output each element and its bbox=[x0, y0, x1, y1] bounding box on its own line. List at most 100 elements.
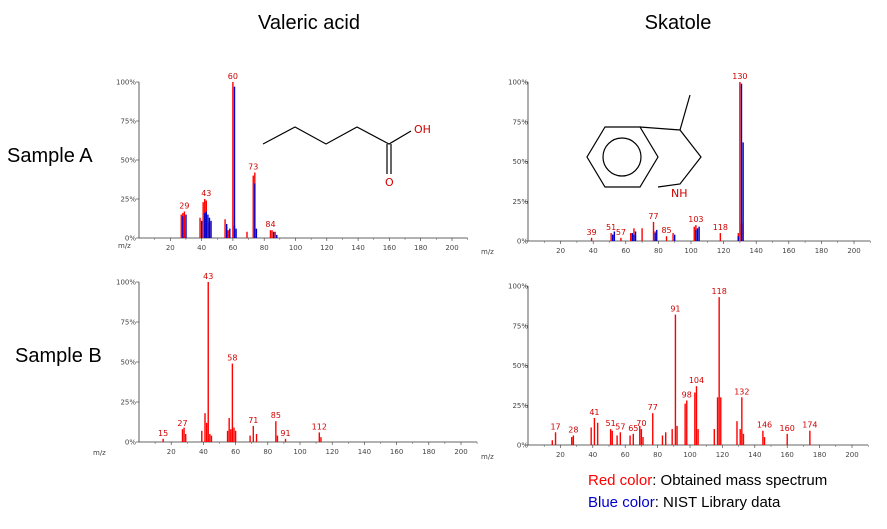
x-tick-label: 120 bbox=[320, 244, 333, 252]
peak-label: 71 bbox=[248, 416, 258, 425]
peak-label: 174 bbox=[802, 421, 817, 430]
x-tick-label: 160 bbox=[390, 448, 403, 456]
x-tick-label: 140 bbox=[351, 244, 364, 252]
y-tick-label: 0% bbox=[125, 235, 136, 243]
x-tick-label: 20 bbox=[556, 451, 565, 459]
y-tick-label: 75% bbox=[120, 118, 136, 126]
x-tick-label: 120 bbox=[716, 451, 729, 459]
x-tick-label: 100 bbox=[289, 244, 302, 252]
y-tick-label: 75% bbox=[512, 322, 528, 330]
peak-label: 91 bbox=[670, 305, 680, 314]
x-axis-label: m/z bbox=[481, 248, 494, 256]
peak-label: 91 bbox=[280, 429, 290, 438]
peak-label: 29 bbox=[179, 201, 189, 210]
x-tick-label: 160 bbox=[781, 451, 794, 459]
peak-label: 132 bbox=[734, 387, 749, 396]
x-tick-label: 140 bbox=[358, 448, 371, 456]
peak-label: 104 bbox=[689, 376, 704, 385]
column-title-valeric-acid: Valeric acid bbox=[258, 12, 360, 34]
y-tick-label: 75% bbox=[120, 319, 136, 327]
x-tick-label: 40 bbox=[197, 244, 206, 252]
peak-label: 98 bbox=[682, 390, 692, 399]
peak-label: 51 bbox=[606, 223, 616, 232]
y-tick-label: 0% bbox=[517, 238, 528, 246]
x-tick-label: 180 bbox=[414, 244, 427, 252]
x-tick-label: 100 bbox=[683, 451, 696, 459]
aromatic-circle bbox=[602, 137, 642, 177]
peak-label: 41 bbox=[589, 408, 599, 417]
y-tick-label: 0% bbox=[517, 442, 528, 450]
y-tick-label: 50% bbox=[120, 359, 136, 367]
x-tick-label: 80 bbox=[654, 247, 663, 255]
skatole-structure: NH bbox=[586, 94, 702, 200]
peak-label: 118 bbox=[712, 287, 727, 296]
x-tick-label: 160 bbox=[383, 244, 396, 252]
x-tick-label: 60 bbox=[228, 244, 237, 252]
acid-oh-label: OH bbox=[414, 123, 431, 136]
peak-label: 77 bbox=[648, 403, 658, 412]
x-axis-label: m/z bbox=[118, 242, 131, 250]
benzene-ring bbox=[586, 126, 659, 188]
peak-label: 65 bbox=[628, 424, 638, 433]
x-tick-label: 160 bbox=[782, 247, 795, 255]
x-tick-label: 60 bbox=[231, 448, 240, 456]
x-tick-label: 200 bbox=[445, 244, 458, 252]
legend-blue: Blue color: NIST Library data bbox=[588, 494, 780, 511]
spectrum-panel: 20 40 60 80 100 120 140 160 180 200 0% 25% 50% 75% 100… bbox=[481, 72, 871, 256]
y-tick-label: 100% bbox=[508, 79, 528, 87]
legend-blue-word: Blue color bbox=[588, 494, 655, 511]
peak-label: 51 bbox=[606, 419, 616, 428]
pyrrole-ring bbox=[639, 126, 702, 188]
y-tick-label: 25% bbox=[120, 399, 136, 407]
column-title-skatole: Skatole bbox=[644, 12, 712, 34]
x-tick-label: 20 bbox=[166, 244, 175, 252]
peak-label: 130 bbox=[732, 72, 747, 81]
peak-label: 73 bbox=[248, 162, 258, 171]
peak-label: 43 bbox=[201, 189, 211, 198]
peak-label: 103 bbox=[688, 215, 703, 224]
y-tick-label: 25% bbox=[512, 198, 528, 206]
x-tick-label: 40 bbox=[589, 247, 598, 255]
legend-blue-text: : NIST Library data bbox=[654, 494, 781, 511]
peak-label: 27 bbox=[177, 419, 187, 428]
peak-label: 84 bbox=[265, 220, 275, 229]
y-tick-label: 75% bbox=[512, 118, 528, 126]
y-tick-label: 100% bbox=[508, 283, 528, 291]
peak-label: 160 bbox=[780, 424, 795, 433]
x-tick-label: 60 bbox=[621, 451, 630, 459]
x-tick-label: 20 bbox=[167, 448, 176, 456]
x-tick-label: 180 bbox=[815, 247, 828, 255]
x-tick-label: 20 bbox=[556, 247, 565, 255]
x-tick-label: 140 bbox=[748, 451, 761, 459]
x-axis-label: m/z bbox=[481, 453, 494, 461]
peak-label: 85 bbox=[271, 411, 281, 420]
peak-label: 28 bbox=[568, 425, 578, 434]
x-tick-label: 100 bbox=[684, 247, 697, 255]
y-tick-label: 50% bbox=[512, 362, 528, 370]
peak-label: 70 bbox=[636, 419, 646, 428]
peak-label: 57 bbox=[616, 228, 626, 237]
x-tick-label: 140 bbox=[750, 247, 763, 255]
row-label-sample-b: Sample B bbox=[15, 345, 102, 367]
peak-label: 77 bbox=[648, 212, 658, 221]
peak-label: 112 bbox=[312, 422, 327, 431]
row-label-sample-a: Sample A bbox=[7, 145, 93, 167]
x-tick-label: 80 bbox=[653, 451, 662, 459]
y-tick-label: 50% bbox=[120, 157, 136, 165]
peak-label: 17 bbox=[550, 422, 560, 431]
legend-red: Red color: Obtained mass spectrum bbox=[588, 472, 827, 489]
y-tick-label: 25% bbox=[512, 402, 528, 410]
x-tick-label: 200 bbox=[847, 247, 860, 255]
x-tick-label: 80 bbox=[260, 244, 269, 252]
legend-red-word: Red color bbox=[588, 472, 653, 489]
y-tick-label: 25% bbox=[120, 196, 136, 204]
x-tick-label: 120 bbox=[717, 247, 730, 255]
x-axis-label: m/z bbox=[93, 449, 106, 457]
acid-o-label: O bbox=[385, 176, 394, 189]
valeric-acid-chain bbox=[262, 126, 412, 145]
valeric-acid-structure: OH O bbox=[262, 123, 431, 189]
legend-red-text: : Obtained mass spectrum bbox=[652, 472, 828, 489]
y-tick-label: 100% bbox=[116, 79, 136, 87]
peak-label: 85 bbox=[661, 226, 671, 235]
peak-label: 58 bbox=[227, 354, 237, 363]
